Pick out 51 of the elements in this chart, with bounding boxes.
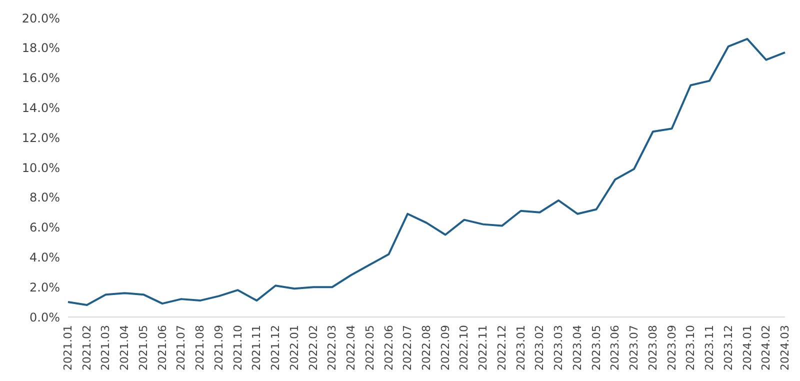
x-tick-label: 2022.10 (458, 325, 471, 370)
x-tick-label: 2023.09 (665, 325, 678, 370)
x-tick-label: 2024.01 (740, 325, 754, 370)
x-tick-label: 2023.06 (608, 325, 622, 370)
x-tick-label: 2022.02 (306, 325, 320, 370)
x-tick-label: 2022.11 (476, 325, 490, 370)
x-tick-label: 2024.02 (760, 325, 773, 370)
y-tick-label: 8.0% (30, 190, 60, 205)
y-tick-label: 20.0% (22, 11, 60, 26)
x-tick-label: 2023.10 (684, 325, 698, 370)
x-tick-label: 2023.01 (514, 325, 528, 370)
x-tick-label: 2023.03 (552, 325, 566, 370)
x-tick-label: 2022.07 (401, 325, 414, 370)
x-tick-label: 2021.11 (250, 325, 264, 370)
x-tick-label: 2022.01 (288, 325, 301, 370)
x-tick-label: 2021.02 (80, 325, 94, 370)
x-tick-label: 2021.06 (156, 325, 169, 370)
x-tick-label: 2021.05 (136, 325, 150, 370)
y-tick-label: 4.0% (30, 250, 60, 264)
x-tick-label: 2023.04 (570, 325, 584, 370)
y-tick-label: 2.0% (30, 280, 60, 294)
x-tick-label: 2022.08 (420, 325, 433, 370)
y-tick-label: 16.0% (22, 71, 60, 86)
x-tick-label: 2021.10 (231, 325, 244, 370)
y-tick-label: 10.0% (22, 160, 60, 175)
x-tick-label: 2022.04 (344, 325, 358, 370)
y-tick-label: 14.0% (22, 100, 60, 115)
x-tick-label: 2021.08 (194, 325, 207, 370)
x-tick-label: 2024.03 (778, 325, 792, 370)
x-tick-label: 2022.12 (495, 325, 508, 370)
x-tick-label: 2022.06 (382, 325, 396, 370)
x-tick-label: 2022.09 (438, 325, 452, 370)
x-tick-label: 2023.07 (628, 325, 641, 370)
y-tick-label: 6.0% (30, 220, 60, 235)
y-tick-label: 12.0% (22, 130, 60, 145)
x-tick-label: 2021.12 (269, 325, 282, 370)
y-tick-label: 0.0% (30, 310, 60, 324)
x-tick-label: 2021.07 (174, 325, 188, 370)
x-tick-label: 2023.05 (590, 325, 603, 370)
y-tick-label: 18.0% (22, 41, 60, 56)
x-tick-label: 2023.02 (533, 325, 546, 370)
x-tick-label: 2022.03 (326, 325, 339, 370)
x-tick-label: 2023.12 (722, 325, 735, 370)
x-tick-label: 2021.09 (212, 325, 226, 370)
x-tick-label: 2022.05 (363, 325, 376, 370)
x-tick-label: 2021.01 (62, 325, 74, 370)
x-tick-label: 2023.08 (646, 325, 660, 370)
x-tick-label: 2021.04 (118, 325, 132, 370)
line-series (67, 38, 786, 306)
x-tick-label: 2023.11 (703, 325, 716, 370)
x-tick-label: 2021.03 (99, 325, 112, 370)
